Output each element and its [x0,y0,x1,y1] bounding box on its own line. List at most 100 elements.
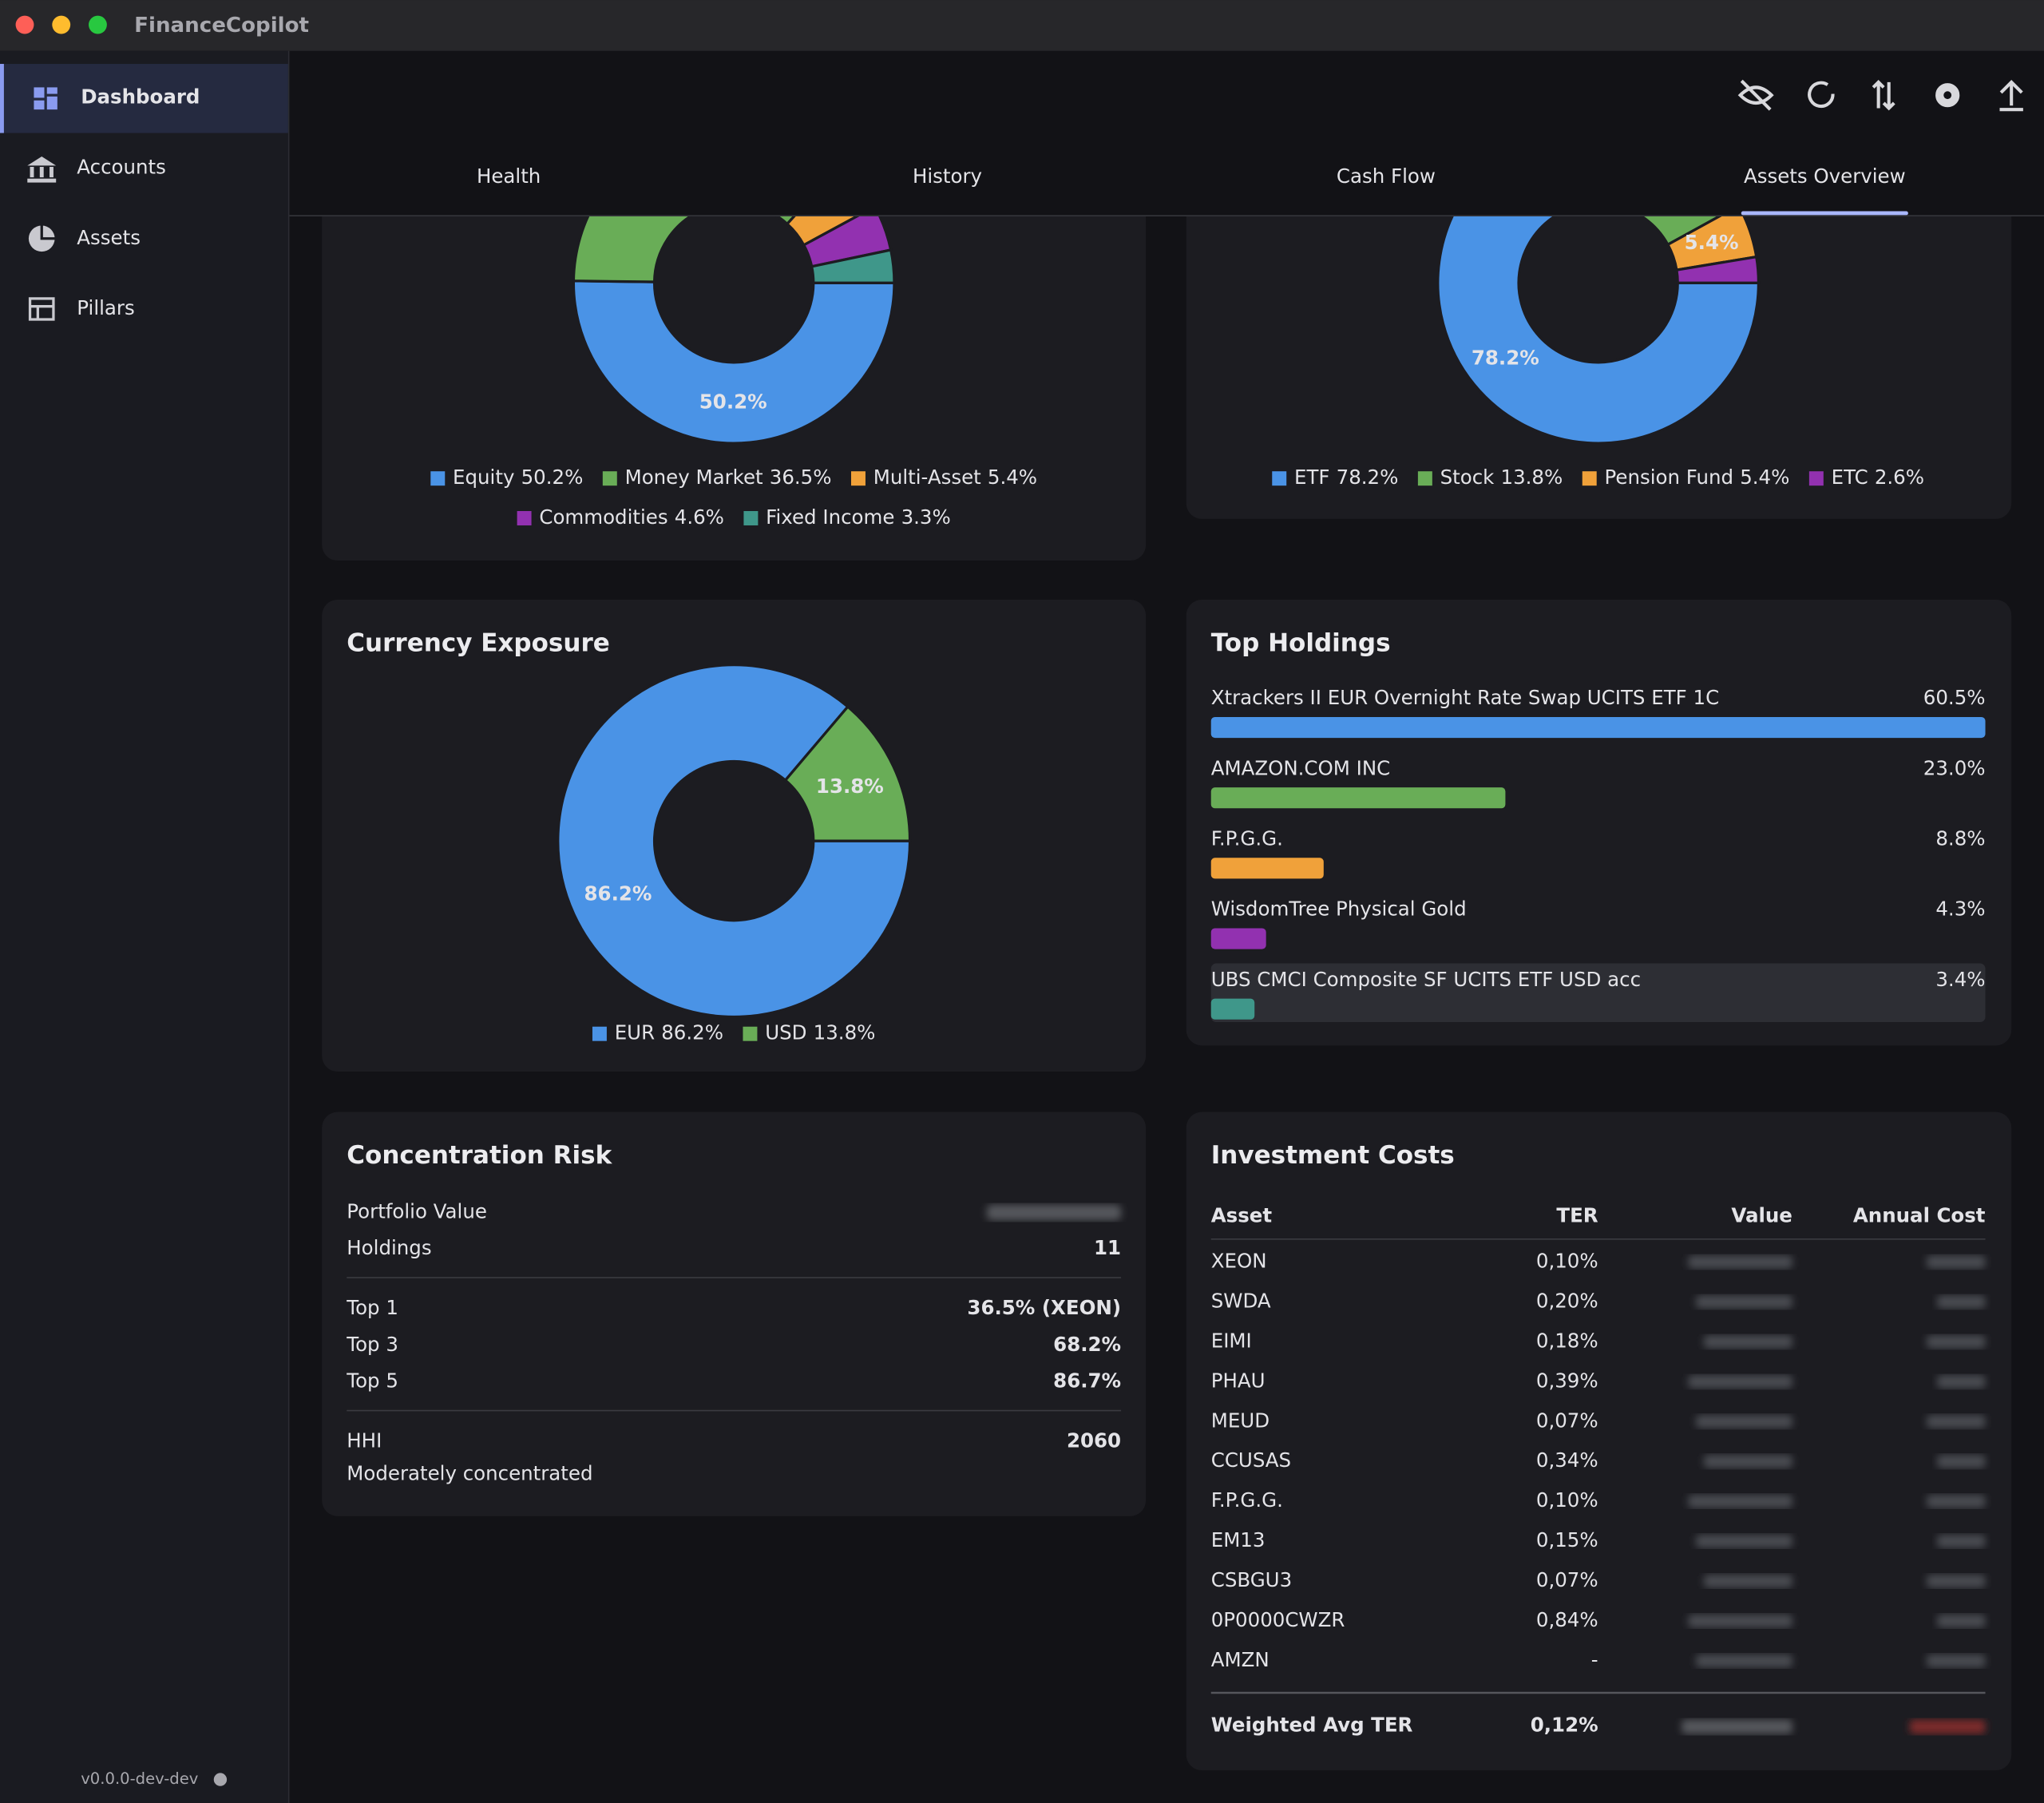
legend-item: Equity 50.2% [430,466,583,489]
legend-name: ETC [1832,466,1868,489]
tab-indicator [1741,211,1908,216]
title-bar [0,0,2044,51]
tab[interactable]: Health [477,164,541,188]
holding-name: AMAZON.COM INC [1211,756,1391,779]
slice-label: 5.4% [801,196,855,220]
bug-icon[interactable] [213,1773,228,1786]
close-button[interactable] [15,15,34,34]
card-title: Top Holdings [1211,629,1391,658]
nav-item[interactable]: Pillars [77,296,134,319]
legend-name: Commodities [539,505,667,529]
holding-name: UBS CMCI Composite SF UCITS ETF USD acc [1211,968,1641,991]
metric-value: 2060 [1067,1429,1121,1452]
accounts-icon [27,156,57,183]
holding-bar [1210,787,1506,809]
sidebar-nav: Dashboard Accounts Assets Pillars [0,64,288,319]
asset-cell: CCUSAS [1211,1448,1291,1472]
nav-item[interactable]: Accounts [77,156,166,179]
ter-cell: 0,10% [1536,1249,1598,1272]
legend-value: 5.4% [1740,466,1789,489]
settings-button[interactable] [1935,83,1960,108]
nav-label: Assets [77,226,141,249]
holding-name: WisdomTree Physical Gold [1211,898,1467,921]
nav-item[interactable]: Dashboard [0,64,288,133]
concentration-note: Moderately concentrated [347,1462,592,1485]
legend-swatch [430,471,446,486]
concentration-card [322,1112,1147,1516]
currency-card [322,600,1147,1072]
nav-label: Pillars [77,296,134,319]
tab[interactable]: Assets Overview [1744,164,1906,188]
pie-slice [1675,255,1761,284]
ter-cell: 0,10% [1536,1488,1598,1512]
tab[interactable]: Cash Flow [1337,164,1436,188]
content: Currency Exposure Top Holdings Concentra… [322,196,2012,1771]
legend-label: Money Market 36.5% [625,466,832,489]
blurred-cost [1927,1574,1986,1588]
nav-item[interactable]: Assets [77,226,141,249]
refresh-button[interactable] [1808,81,1835,109]
blurred-value [1688,1375,1792,1389]
legend-item: Commodities 4.6% [517,505,724,529]
metric-value: 36.5% (XEON) [967,1296,1121,1319]
zoom-button[interactable] [89,15,107,34]
column-header: Annual Cost [1853,1203,1986,1226]
legend-item: Money Market 36.5% [602,466,832,489]
holding-name: F.P.G.G. [1211,826,1283,850]
costs-card [1186,1112,2012,1771]
pie-slice [557,664,912,1019]
legend-name: USD [765,1021,806,1044]
window-title: FinanceCopilot [134,14,309,38]
nav-label: Accounts [77,156,166,179]
asset-cell: EM13 [1211,1528,1266,1551]
legend-item: Fixed Income 3.3% [743,505,951,529]
blurred-cost [1937,1375,1986,1389]
minimize-button[interactable] [52,15,71,34]
column-header: Value [1731,1203,1792,1226]
ter-cell: 0,34% [1536,1448,1598,1472]
slice-label: 78.2% [1472,346,1539,369]
legend-item: EUR 86.2% [592,1021,723,1044]
holding-bar [1210,858,1324,879]
holding-bar [1210,716,1986,739]
asset-cell: 0P0000CWZR [1211,1608,1345,1631]
legend-value: 4.6% [675,505,724,529]
legend-name: EUR [615,1021,655,1044]
blurred-value [1703,1455,1792,1468]
blurred-value [1696,1654,1792,1668]
export-button[interactable] [1999,79,2023,112]
ter-cell: 0,07% [1536,1409,1598,1432]
card-title: Investment Costs [1211,1141,1455,1170]
blurred-value [1703,1574,1792,1588]
pillars-icon [28,297,55,321]
ter-cell: 0,39% [1536,1369,1598,1392]
holding-bar [1210,998,1255,1020]
metric-label: Top 3 [346,1333,398,1356]
sort-button[interactable] [1872,79,1895,111]
blurred-cost [1927,1654,1986,1668]
legend-label: Stock 13.8% [1440,466,1563,489]
asset-cell: PHAU [1211,1369,1266,1392]
legend-value: 13.8% [814,1021,876,1044]
hide-values-button[interactable] [1737,79,1774,111]
blurred-cost [1909,1719,1986,1734]
legend-swatch [743,511,759,525]
tab[interactable]: History [913,164,982,188]
blurred-value [1688,1495,1792,1508]
legend-item: Multi-Asset 5.4% [850,466,1037,489]
slice-label: 5.4% [1685,231,1739,254]
legend-label: ETF 78.2% [1294,466,1398,489]
holding-value: 4.3% [1935,898,1985,921]
legend-label: Fixed Income 3.3% [766,505,951,529]
asset-cell: F.P.G.G. [1211,1488,1283,1512]
legend-label: Multi-Asset 5.4% [873,466,1037,489]
card-title: Concentration Risk [347,1141,612,1170]
metric-label: Top 1 [346,1296,398,1319]
nav-active-bar [0,64,4,133]
legend-value: 13.8% [1501,466,1563,489]
legend-value: 5.4% [988,466,1037,489]
holding-name: Xtrackers II EUR Overnight Rate Swap UCI… [1211,686,1719,709]
card-title: Currency Exposure [347,629,610,658]
pie-slice [810,248,896,284]
pie-slice [1639,216,1722,247]
